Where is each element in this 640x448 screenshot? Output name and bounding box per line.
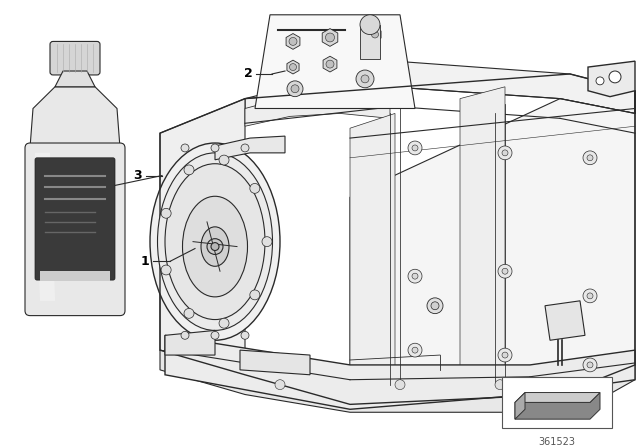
Circle shape <box>241 144 249 152</box>
Polygon shape <box>350 113 395 390</box>
Polygon shape <box>165 331 215 355</box>
Polygon shape <box>322 29 338 46</box>
Circle shape <box>502 352 508 358</box>
Circle shape <box>412 145 418 151</box>
Circle shape <box>587 293 593 299</box>
Circle shape <box>219 318 229 328</box>
Polygon shape <box>286 34 300 49</box>
Circle shape <box>360 15 380 34</box>
Circle shape <box>361 75 369 83</box>
Circle shape <box>583 358 597 372</box>
FancyBboxPatch shape <box>35 158 115 280</box>
Circle shape <box>412 273 418 279</box>
Text: 1: 1 <box>141 255 149 268</box>
Circle shape <box>289 38 297 45</box>
Circle shape <box>596 77 604 85</box>
Polygon shape <box>30 87 120 148</box>
Text: 2: 2 <box>244 68 252 81</box>
Ellipse shape <box>150 143 280 340</box>
Circle shape <box>609 71 621 83</box>
Circle shape <box>291 85 299 93</box>
Circle shape <box>498 264 512 278</box>
Circle shape <box>498 348 512 362</box>
Circle shape <box>371 31 378 38</box>
Circle shape <box>181 332 189 339</box>
Polygon shape <box>287 60 299 74</box>
Circle shape <box>250 183 260 194</box>
Circle shape <box>287 81 303 97</box>
Ellipse shape <box>201 227 229 266</box>
Polygon shape <box>369 28 381 41</box>
Polygon shape <box>255 15 415 108</box>
Circle shape <box>583 289 597 303</box>
Ellipse shape <box>157 153 273 331</box>
Circle shape <box>495 380 505 390</box>
Circle shape <box>326 33 335 42</box>
Ellipse shape <box>182 196 248 297</box>
Circle shape <box>502 150 508 156</box>
Circle shape <box>181 144 189 152</box>
Polygon shape <box>160 99 245 370</box>
Polygon shape <box>165 336 635 409</box>
Bar <box>502 377 612 428</box>
Circle shape <box>587 362 593 368</box>
Circle shape <box>207 239 223 254</box>
Polygon shape <box>55 71 95 87</box>
Polygon shape <box>245 94 390 126</box>
Polygon shape <box>215 136 285 160</box>
Circle shape <box>211 332 219 339</box>
Circle shape <box>289 64 296 70</box>
Circle shape <box>498 146 512 160</box>
Polygon shape <box>588 61 635 97</box>
Polygon shape <box>323 56 337 72</box>
Circle shape <box>241 332 249 339</box>
Polygon shape <box>40 271 110 281</box>
Polygon shape <box>460 87 505 395</box>
Circle shape <box>211 144 219 152</box>
Polygon shape <box>240 350 310 375</box>
Circle shape <box>219 155 229 165</box>
Circle shape <box>408 343 422 357</box>
Polygon shape <box>160 350 635 412</box>
Polygon shape <box>545 301 585 340</box>
Polygon shape <box>515 392 600 419</box>
Circle shape <box>502 268 508 274</box>
Circle shape <box>211 243 219 250</box>
Circle shape <box>427 298 443 314</box>
Text: 361523: 361523 <box>538 437 575 447</box>
Circle shape <box>161 265 171 275</box>
FancyBboxPatch shape <box>50 41 100 75</box>
Circle shape <box>250 290 260 300</box>
Text: 3: 3 <box>134 169 142 182</box>
FancyBboxPatch shape <box>25 143 125 315</box>
Circle shape <box>431 302 439 310</box>
Polygon shape <box>350 91 635 400</box>
Circle shape <box>184 309 194 319</box>
Polygon shape <box>515 392 600 402</box>
Circle shape <box>184 165 194 175</box>
Circle shape <box>408 141 422 155</box>
Polygon shape <box>515 392 525 419</box>
Circle shape <box>587 155 593 161</box>
Polygon shape <box>35 153 55 301</box>
Circle shape <box>262 237 272 246</box>
Ellipse shape <box>165 164 265 319</box>
Circle shape <box>583 151 597 165</box>
Circle shape <box>395 380 405 390</box>
Circle shape <box>326 60 334 68</box>
Circle shape <box>408 269 422 283</box>
Circle shape <box>356 70 374 88</box>
Polygon shape <box>360 25 380 59</box>
Circle shape <box>275 380 285 390</box>
Circle shape <box>575 380 585 390</box>
Polygon shape <box>245 61 635 123</box>
Circle shape <box>161 208 171 218</box>
Circle shape <box>412 347 418 353</box>
